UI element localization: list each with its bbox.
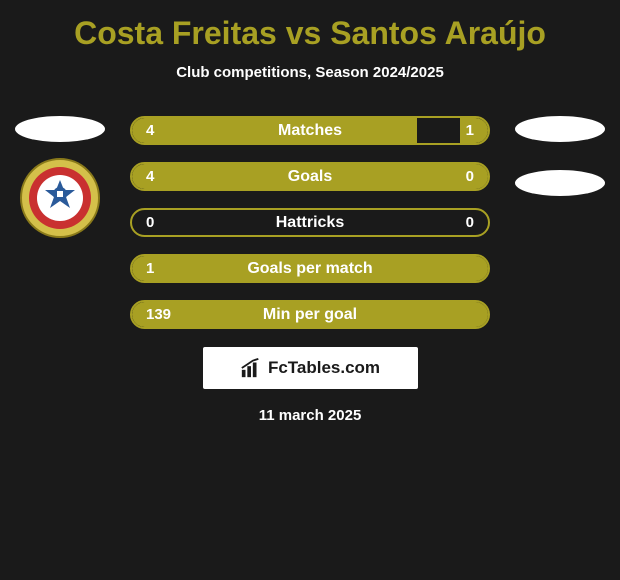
left-side-column bbox=[10, 116, 110, 238]
club-badge-left bbox=[20, 158, 100, 238]
comparison-card: Costa Freitas vs Santos Araújo Club comp… bbox=[0, 0, 620, 580]
stat-label: Goals bbox=[132, 168, 488, 186]
page-title: Costa Freitas vs Santos Araújo bbox=[0, 15, 620, 52]
stat-row-matches: 4 Matches 1 bbox=[130, 116, 490, 145]
stats-column: 4 Matches 1 4 Goals 0 0 Hattricks 0 bbox=[110, 116, 510, 329]
player-placeholder-right-2 bbox=[515, 170, 605, 196]
stats-area: 4 Matches 1 4 Goals 0 0 Hattricks 0 bbox=[0, 116, 620, 329]
stat-row-min-per-goal: 139 Min per goal bbox=[130, 300, 490, 329]
chart-icon bbox=[240, 357, 262, 379]
player-placeholder-right-1 bbox=[515, 116, 605, 142]
right-side-column bbox=[510, 116, 610, 196]
stat-row-goals: 4 Goals 0 bbox=[130, 162, 490, 191]
stat-row-hattricks: 0 Hattricks 0 bbox=[130, 208, 490, 237]
stat-label: Goals per match bbox=[132, 260, 488, 278]
date-label: 11 march 2025 bbox=[0, 407, 620, 424]
stat-label: Hattricks bbox=[132, 214, 488, 232]
subtitle: Club competitions, Season 2024/2025 bbox=[0, 64, 620, 81]
player-placeholder-left bbox=[15, 116, 105, 142]
stat-label: Min per goal bbox=[132, 306, 488, 324]
club-badge-icon bbox=[20, 158, 100, 238]
stat-value-right: 0 bbox=[466, 214, 474, 231]
stat-value-right: 1 bbox=[466, 122, 474, 139]
stat-row-goals-per-match: 1 Goals per match bbox=[130, 254, 490, 283]
stat-value-right: 0 bbox=[466, 168, 474, 185]
stat-label: Matches bbox=[132, 122, 488, 140]
branding-text: FcTables.com bbox=[268, 358, 380, 378]
branding-badge: FcTables.com bbox=[203, 347, 418, 389]
